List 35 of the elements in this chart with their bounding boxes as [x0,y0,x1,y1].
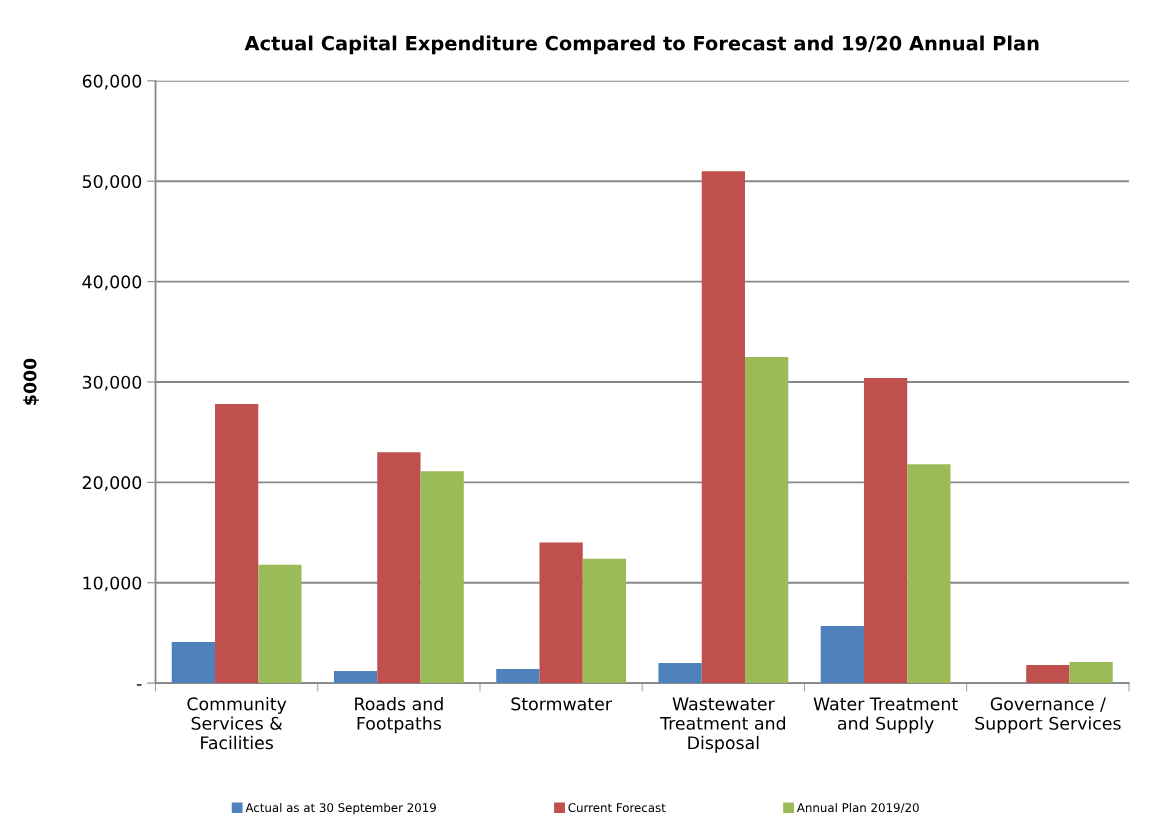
bar [1069,662,1113,684]
x-tick-label: Wastewater Treatment and Disposal [660,697,786,753]
bar [539,542,583,684]
x-tick-label: Stormwater [511,697,612,711]
y-tick-label: - [136,684,142,686]
bar [744,356,789,684]
bar [701,171,745,684]
bar [1026,665,1070,684]
bar [333,671,378,684]
bar [420,471,464,684]
bar [496,669,540,684]
legend-label: Actual as at 30 September 2019 [245,802,436,815]
chart-title: Actual Capital Expenditure Compared to Forecast and 19/20 Annual Plan [244,35,1039,55]
bar [582,558,627,684]
legend-label: Current Forecast [568,803,666,813]
bar [377,452,421,684]
y-tick-label: 10,000 [83,576,142,592]
bar [171,641,216,684]
x-tick-label: Governance / Support Services [975,697,1121,734]
bar [820,625,864,684]
x-tick-label: Roads and Footpaths [355,696,443,734]
y-tick-label: 40,000 [82,275,142,291]
bar [258,564,302,684]
y-tick-label: 20,000 [82,476,142,491]
bar [907,464,951,684]
x-tick-label: Water Treatment and Supply [813,697,958,734]
x-tick-label: Community Services & Facilities [187,696,287,750]
y-tick-label: 60,000 [82,74,142,90]
y-tick-label: 50,000 [82,174,142,190]
bar [658,663,702,684]
bar [215,404,259,684]
bar [863,377,908,684]
legend-label: Annual Plan 2019/20 [796,802,919,814]
y-axis-title: $000 [23,358,39,405]
y-tick-label: 30,000 [82,375,142,391]
